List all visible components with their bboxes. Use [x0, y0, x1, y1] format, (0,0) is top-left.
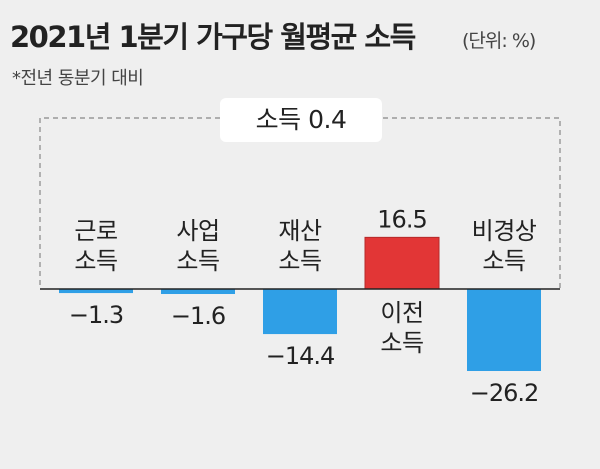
category-label-2-line-2: 소득 [176, 247, 219, 275]
category-label-3-line-1: 재산 [278, 217, 322, 245]
bars-group: −1.3근로소득−1.6사업소득−14.4재산소득16.5이전소득−26.2비경… [59, 205, 541, 407]
value-label-5: −26.2 [470, 379, 539, 407]
chart-subtitle: *전년 동분기 대비 [12, 68, 143, 89]
category-label-5-line-2: 소득 [482, 247, 525, 275]
category-label-3-line-2: 소득 [278, 247, 321, 275]
bar-5 [467, 289, 541, 372]
category-label-1-line-1: 근로 [74, 217, 117, 245]
value-label-4: 16.5 [377, 205, 426, 233]
bar-1 [59, 289, 133, 294]
category-label-4-line-1: 이전 [380, 299, 423, 327]
value-label-2: −1.6 [171, 302, 225, 330]
bar-4 [364, 236, 440, 290]
total-label: 소득 0.4 [256, 105, 347, 134]
category-label-1-line-2: 소득 [74, 247, 117, 275]
value-label-1: −1.3 [69, 301, 123, 329]
value-label-3: −14.4 [266, 342, 335, 370]
bar-2 [161, 289, 235, 295]
category-label-5-line-1: 비경상 [472, 217, 537, 245]
total-label-box [220, 98, 382, 142]
bar-3 [263, 289, 337, 335]
category-label-2-line-1: 사업 [176, 217, 219, 245]
unit-label: (단위: %) [462, 30, 535, 52]
total-dashed-box [39, 117, 561, 288]
category-label-4-line-2: 소득 [380, 329, 423, 357]
chart-title: 2021년 1분기 가구당 월평균 소득 [10, 20, 416, 54]
